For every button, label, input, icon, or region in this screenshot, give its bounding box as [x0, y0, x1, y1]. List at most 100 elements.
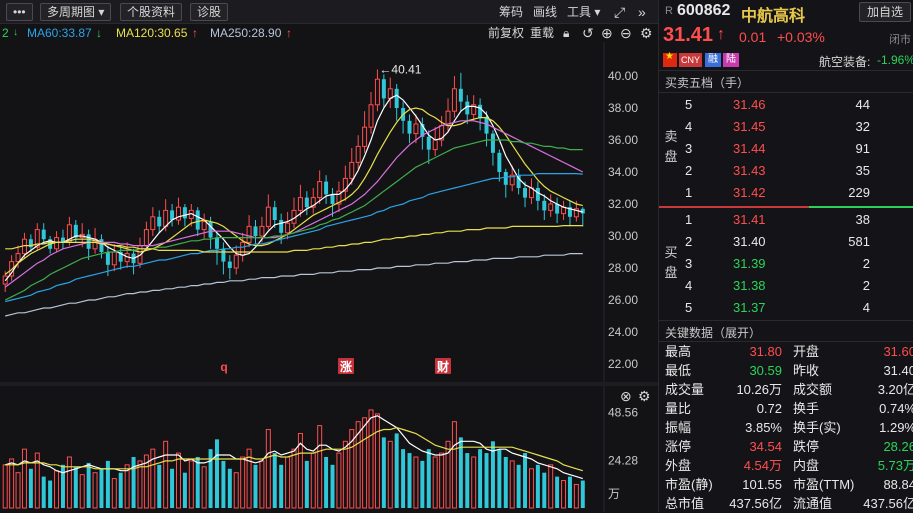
lock-icon[interactable]: 🔒︎ — [563, 26, 570, 40]
candle — [99, 234, 104, 259]
settings-icon[interactable]: ⚙︎ — [640, 25, 653, 41]
candle-body — [163, 209, 169, 227]
volume-bar — [182, 472, 187, 508]
candle — [503, 168, 508, 198]
candle-body — [509, 174, 515, 186]
candle — [317, 170, 323, 204]
volume-bar — [79, 474, 85, 509]
candle — [349, 148, 355, 185]
undo-icon[interactable]: ↺ — [582, 25, 594, 41]
volume-bar — [111, 478, 117, 509]
volume-bar — [439, 452, 445, 509]
ask-volume: 229 — [848, 185, 870, 200]
volume-bar — [131, 457, 136, 508]
volume-bar — [451, 421, 457, 509]
key-data-label: 振幅 — [665, 420, 692, 435]
candle — [523, 181, 528, 208]
candle-body — [387, 88, 393, 99]
key-data-row: 成交量 10.26万 成交额 3.20亿 — [659, 380, 913, 399]
add-watchlist-button[interactable]: 加自选 — [859, 2, 911, 22]
diagnose-button[interactable]: 诊股 — [190, 3, 229, 21]
volume-chart[interactable]: 48.56 24.28 万 — [0, 386, 658, 512]
candle — [157, 210, 162, 233]
collapse-icon[interactable]: » — [638, 4, 646, 20]
adjust-button[interactable]: 前复权 — [488, 26, 525, 40]
ask-row[interactable]: 2 31.43 35 — [659, 160, 913, 182]
volume-bar — [253, 464, 258, 508]
stock-info-button[interactable]: 个股资料 — [120, 3, 183, 21]
zoom-out-icon[interactable]: ⊖ — [620, 25, 632, 41]
volume-bar — [297, 432, 303, 509]
key-data-label: 总市值 — [665, 496, 705, 511]
y-tick-label: 32.00 — [608, 197, 638, 211]
ask-row[interactable]: 5 31.46 44 — [659, 94, 913, 116]
candle-body — [336, 190, 342, 205]
volume-bar — [137, 460, 143, 509]
ask-row[interactable]: 4 31.45 32 — [659, 116, 913, 138]
multi-period-button[interactable]: 多周期图 ▾ — [40, 3, 112, 21]
volume-bar — [188, 460, 194, 509]
volume-bar — [573, 483, 579, 509]
candle-body — [465, 101, 470, 115]
chart-divider — [0, 382, 658, 386]
sector-label[interactable]: 航空装备: — [819, 55, 871, 69]
currency-tag: CNY — [679, 53, 703, 67]
candlestick-chart[interactable]: 40.00 38.00 36.00 34.00 32.00 30.00 28.00 26.00… — [0, 42, 658, 382]
ma120-value: MA120:30.65 — [116, 26, 188, 40]
more-menu-button[interactable]: ••• — [6, 3, 33, 21]
zoom-in-icon[interactable]: ⊕ — [601, 25, 613, 41]
volume-bar — [349, 429, 355, 509]
volume-bar — [471, 456, 477, 509]
key-data-label: 最高 — [665, 344, 692, 359]
key-data-value: 437.56亿 — [729, 496, 782, 511]
candle — [246, 215, 252, 248]
candle — [548, 194, 554, 217]
bid-row[interactable]: 2 31.40 581 — [659, 231, 913, 253]
volume-bar — [259, 460, 265, 509]
candle — [432, 127, 438, 156]
volume-bar — [157, 464, 162, 508]
bid-row[interactable]: 5 31.37 4 — [659, 297, 913, 319]
candle — [458, 72, 463, 112]
candle — [426, 130, 431, 164]
ask-row[interactable]: 3 31.44 91 — [659, 138, 913, 160]
bid-level: 1 — [685, 212, 693, 227]
chip-button[interactable]: 筹码 — [499, 5, 524, 19]
key-data-title[interactable]: 关键数据（展开） — [665, 326, 762, 340]
volume-bar — [15, 472, 21, 509]
stock-code: 600862 — [677, 2, 731, 19]
candle-body — [535, 188, 540, 201]
bid-row[interactable]: 4 31.38 2 — [659, 275, 913, 297]
volume-bar — [420, 460, 425, 508]
volume-bar — [34, 452, 40, 509]
ask-volume: 91 — [855, 141, 870, 156]
ma250-value: MA250:28.90 — [210, 26, 282, 40]
volume-settings-icon[interactable]: ⚙︎ — [638, 388, 651, 404]
ask-level: 3 — [685, 141, 693, 156]
candle — [451, 76, 457, 118]
ask-volume: 44 — [855, 97, 870, 112]
candle-body — [503, 172, 508, 185]
bid-row[interactable]: 1 31.41 38 — [659, 209, 913, 231]
candle-body — [420, 124, 425, 137]
tools-button[interactable]: 工具 ▾ — [567, 4, 600, 20]
candle-body — [304, 197, 309, 208]
bid-level: 5 — [685, 300, 693, 315]
ma60-line — [5, 173, 583, 303]
event-marker-bg — [435, 358, 451, 374]
candle-body — [310, 197, 316, 208]
close-volume-icon[interactable]: ⊗ — [620, 388, 632, 404]
vol-y-tick-label: 万 — [608, 487, 620, 501]
candle — [381, 74, 386, 108]
expand-icon[interactable]: ⤢ — [614, 4, 626, 20]
volume-bar — [2, 464, 8, 509]
ask-volume: 35 — [855, 163, 870, 178]
candle — [374, 69, 380, 112]
bid-row[interactable]: 3 31.39 2 — [659, 253, 913, 275]
candle-body — [182, 207, 187, 219]
ask-row[interactable]: 1 31.42 229 — [659, 182, 913, 204]
key-data-value: 3.20亿 — [877, 382, 913, 397]
draw-line-button[interactable]: 画线 — [533, 5, 558, 19]
overlay-button[interactable]: 重载 — [530, 26, 555, 40]
key-data-row: 最高 31.80 开盘 31.60 — [659, 342, 913, 361]
